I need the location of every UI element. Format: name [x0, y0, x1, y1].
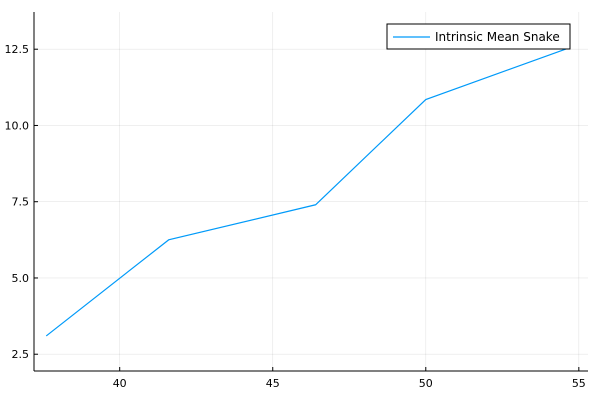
- x-tick-label: 45: [266, 377, 280, 390]
- series-line: [45, 47, 570, 337]
- y-tick-label: 7.5: [12, 196, 30, 209]
- legend-label: Intrinsic Mean Snake: [435, 30, 560, 44]
- series-layer: [45, 47, 570, 337]
- axes: [33, 12, 588, 372]
- y-tick-label: 2.5: [12, 348, 30, 361]
- x-tick-label: 55: [572, 377, 586, 390]
- x-tick-label: 50: [419, 377, 433, 390]
- y-tick-label: 12.5: [5, 43, 30, 56]
- y-tick-label: 5.0: [12, 272, 30, 285]
- ticks: 40 45 50 55 2.5 5.0 7.5 10.0 12.5: [5, 43, 586, 390]
- x-tick-label: 40: [113, 377, 127, 390]
- grid: [34, 12, 588, 371]
- y-tick-label: 10.0: [5, 119, 30, 132]
- legend: Intrinsic Mean Snake: [386, 23, 571, 50]
